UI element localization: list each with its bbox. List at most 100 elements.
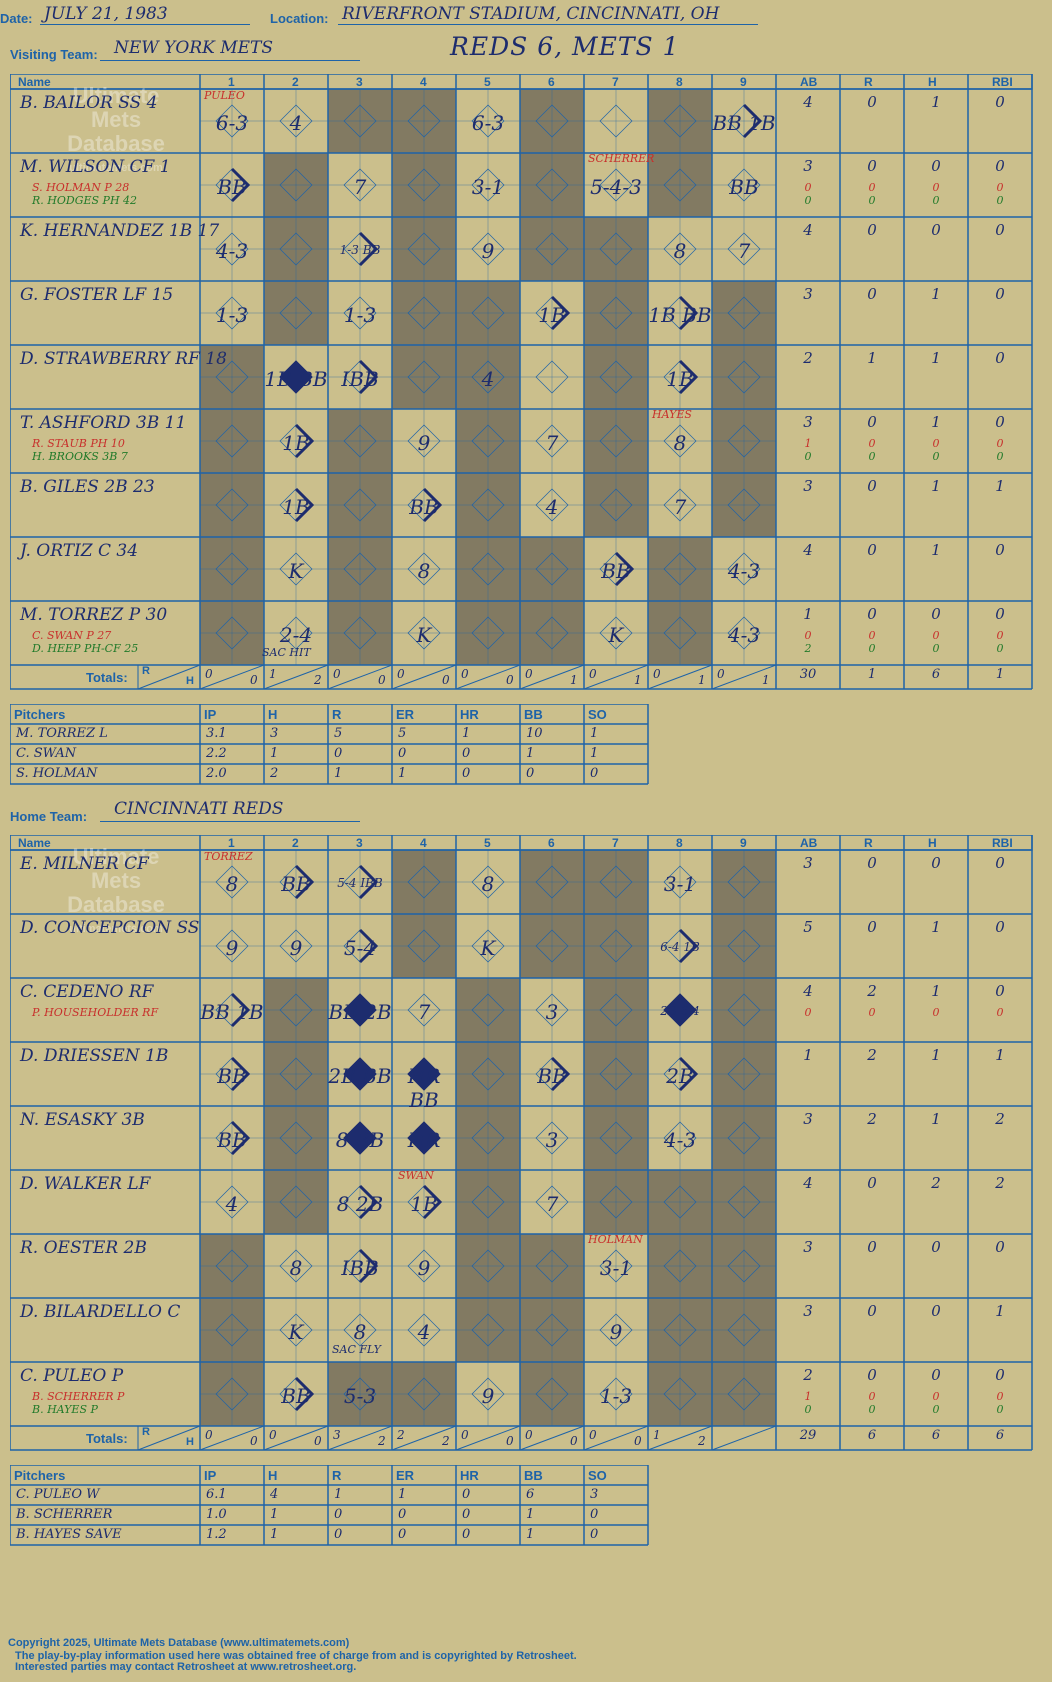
basepath-mark: [294, 864, 315, 900]
pitcher-stat: 0: [398, 1527, 407, 1542]
run-scored-diamond: [279, 360, 313, 394]
batter-name: C. PULEO P: [20, 1366, 124, 1386]
pitcher-col-er: ER: [396, 1468, 415, 1483]
stat-header-h: H: [928, 836, 937, 850]
team-total-rbi: 1: [995, 667, 1005, 682]
play-result: 1B BB: [648, 303, 712, 327]
substitute-stat: 0: [996, 1006, 1004, 1019]
pitcher-stat: 6: [526, 1487, 535, 1502]
team-total-ab: 29: [799, 1428, 817, 1443]
pitcher-col-h: H: [268, 1468, 278, 1483]
batter-stat-ab: 5: [803, 918, 813, 936]
play-result: 2B BB: [328, 1064, 392, 1088]
play-result: BB: [601, 559, 631, 583]
pitcher-stat: 0: [334, 1527, 343, 1542]
watermark-text: Mets: [90, 107, 142, 132]
play-result: BB: [217, 1128, 247, 1152]
inning-hits: 2: [314, 673, 322, 687]
batter-stat-r: 0: [867, 285, 877, 303]
totals-runs-key: R: [142, 665, 150, 677]
run-scored-diamond: [663, 993, 697, 1027]
substitute-stat: 0: [932, 629, 940, 642]
inning-runs: 3: [333, 1428, 341, 1442]
batter-stat-ab: 3: [803, 477, 813, 495]
inning-header-2: 2: [292, 75, 299, 89]
batter-stat-r: 0: [867, 1174, 877, 1192]
run-scored-diamond: [343, 1121, 377, 1155]
batter-stat-h: 1: [931, 982, 941, 1000]
totals-row: Totals: R H 0 0 1 2 0 0 0 0 0 0 0 1 0 1 0 1 0 1 30 1 6 1: [10, 665, 1033, 689]
visiting-team-label: Visiting Team:: [10, 47, 98, 62]
pitcher-stat: 3: [270, 726, 279, 741]
team-total-r: 1: [867, 667, 877, 682]
inning-header-2: 2: [292, 836, 299, 850]
basepath-mark: [230, 167, 251, 203]
pitcher-stat: 1: [270, 1527, 279, 1542]
batter-stat-h: 0: [931, 221, 941, 239]
inning-hits: 0: [378, 673, 386, 687]
inning-hits: 0: [314, 1434, 322, 1448]
play-result: 5-4: [343, 936, 377, 960]
basepath-mark: [294, 487, 315, 523]
substitute-stat: 0: [868, 450, 876, 463]
play-result: K: [288, 559, 304, 583]
batter-stat-r: 2: [867, 1110, 877, 1128]
pitcher-change-note: HAYES: [652, 408, 692, 421]
inning-runs: 0: [717, 667, 725, 681]
pitcher-col-so: SO: [588, 707, 607, 722]
pitcher-stat: 0: [462, 746, 471, 761]
play-result: 7: [737, 239, 751, 263]
inning-header-4: 4: [420, 75, 427, 89]
watermark-text: Database: [67, 131, 165, 156]
batter-stat-h: 1: [931, 349, 941, 367]
run-scored-diamond: [343, 993, 377, 1027]
pitcher-name: B. SCHERRER: [16, 1507, 113, 1522]
inning-runs: 0: [589, 1428, 597, 1442]
basepath-mark: [678, 295, 699, 331]
substitute-stat: 0: [996, 181, 1004, 194]
play-result: 8: [673, 431, 687, 455]
substitute-name: R. HODGES PH 42: [32, 194, 138, 207]
play-result: 9: [609, 1320, 623, 1344]
watermark-logo: Ultimate Mets Database ultimatemets.com: [46, 84, 186, 180]
batter-stat-rbi: 0: [995, 541, 1005, 559]
stat-header-ab: AB: [800, 836, 818, 850]
pitcher-stat: 1: [270, 1507, 279, 1522]
stat-header-r: R: [864, 836, 873, 850]
home-scorecard: Name 1 2 3 4 5 6 7 8 9 AB R H RBI Ultimate Mets Database…: [10, 835, 1033, 1451]
game-result: REDS 6, METS 1: [450, 32, 680, 61]
batter-name: M. TORREZ P 30: [20, 605, 168, 625]
play-result: 3-1: [471, 175, 505, 199]
totals-row: Totals: R H 0 0 0 0 3 2 2 2 0 0 0 0 0 0 1 2 29 6 6 6: [10, 1426, 1033, 1450]
visitors-pitchers-grid: [10, 704, 649, 785]
pitcher-stat: 1: [398, 766, 407, 781]
pitcher-col-bb: BB: [524, 1468, 543, 1483]
play-result: 4-3: [727, 623, 761, 647]
pitcher-stat: 0: [462, 1527, 471, 1542]
batter-stat-h: 1: [931, 1046, 941, 1064]
inning-runs: 0: [525, 1428, 533, 1442]
substitute-name: C. SWAN P 27: [32, 629, 112, 642]
watermark-text: Mets: [90, 868, 142, 893]
pitcher-stat: 3: [590, 1487, 599, 1502]
watermark-url: ultimatemets.com: [69, 162, 163, 174]
play-result: 8: [225, 872, 239, 896]
play-result: 8: [289, 1256, 303, 1280]
play-result: 4: [225, 1192, 239, 1216]
batter-name: G. FOSTER LF 15: [20, 285, 174, 305]
batter-stat-ab: 3: [803, 1110, 813, 1128]
play-result: IBB: [341, 1256, 379, 1280]
substitute-stat: 0: [868, 181, 876, 194]
basepath-mark: [230, 992, 251, 1028]
batter-row: B. BAILOR SS 4 4 0 1 0 6-3 4 6-3 BB 1B: [10, 89, 1033, 153]
inning-header-3: 3: [356, 75, 363, 89]
pitcher-name: B. HAYES SAVE: [16, 1527, 122, 1542]
substitute-stat: 0: [868, 437, 876, 450]
play-result: K: [288, 1320, 304, 1344]
pitcher-stat: 0: [590, 1507, 599, 1522]
substitute-stat: 0: [932, 1006, 940, 1019]
play-result: 9: [417, 431, 431, 455]
play-result: 3: [545, 1000, 559, 1024]
pitcher-stat: 6.1: [206, 1487, 227, 1502]
pitcher-col-er: ER: [396, 707, 415, 722]
